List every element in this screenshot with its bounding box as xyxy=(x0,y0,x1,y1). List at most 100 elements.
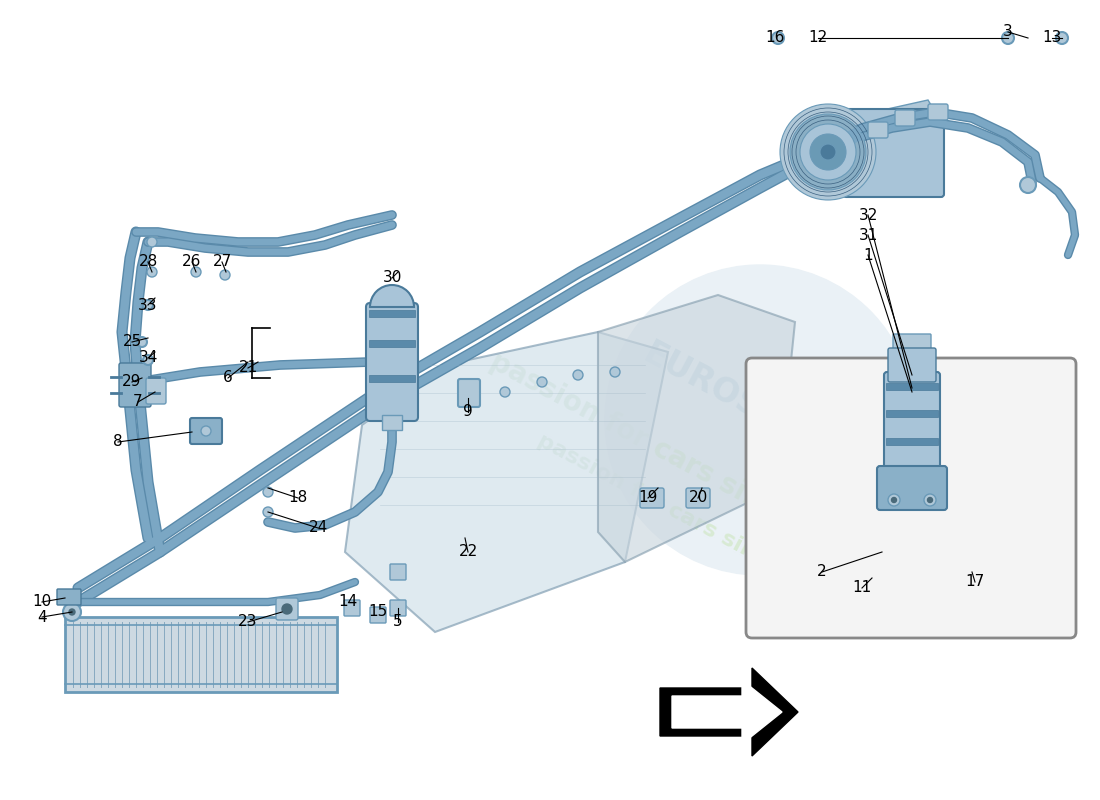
Wedge shape xyxy=(370,285,414,307)
FancyBboxPatch shape xyxy=(928,104,948,120)
Text: 31: 31 xyxy=(858,227,878,242)
Text: 20: 20 xyxy=(689,490,707,506)
Circle shape xyxy=(780,104,876,200)
Polygon shape xyxy=(660,668,798,756)
FancyBboxPatch shape xyxy=(276,598,298,620)
Text: 14: 14 xyxy=(339,594,358,610)
Bar xyxy=(382,415,402,430)
Bar xyxy=(368,375,415,382)
Circle shape xyxy=(537,377,547,387)
Circle shape xyxy=(927,498,933,502)
Text: 21: 21 xyxy=(239,361,257,375)
FancyBboxPatch shape xyxy=(895,110,915,126)
FancyBboxPatch shape xyxy=(884,372,940,473)
Circle shape xyxy=(868,571,882,585)
Circle shape xyxy=(772,32,784,44)
Text: 33: 33 xyxy=(139,298,157,313)
FancyBboxPatch shape xyxy=(458,379,480,407)
FancyBboxPatch shape xyxy=(390,600,406,616)
Circle shape xyxy=(888,494,900,506)
FancyBboxPatch shape xyxy=(893,334,931,358)
Text: 19: 19 xyxy=(638,490,658,506)
FancyBboxPatch shape xyxy=(370,607,386,623)
Text: 23: 23 xyxy=(239,614,257,630)
Text: 29: 29 xyxy=(122,374,142,390)
Text: 3: 3 xyxy=(1003,25,1013,39)
Text: 13: 13 xyxy=(1043,30,1062,46)
Circle shape xyxy=(143,300,153,310)
FancyBboxPatch shape xyxy=(877,466,947,510)
Circle shape xyxy=(924,494,936,506)
FancyBboxPatch shape xyxy=(390,564,406,580)
Text: passion for cars since 1985: passion for cars since 1985 xyxy=(534,430,846,610)
Text: 4: 4 xyxy=(37,610,47,625)
Text: 26: 26 xyxy=(183,254,201,270)
Circle shape xyxy=(966,566,978,578)
Text: 12: 12 xyxy=(808,30,827,46)
Circle shape xyxy=(605,265,915,575)
Text: 28: 28 xyxy=(139,254,157,270)
FancyBboxPatch shape xyxy=(868,122,888,138)
Bar xyxy=(368,340,415,347)
Bar xyxy=(886,438,938,445)
FancyBboxPatch shape xyxy=(686,488,710,508)
FancyBboxPatch shape xyxy=(344,600,360,616)
Text: 11: 11 xyxy=(852,581,871,595)
Polygon shape xyxy=(598,295,795,562)
Circle shape xyxy=(191,267,201,277)
Text: 2: 2 xyxy=(817,565,827,579)
Text: 24: 24 xyxy=(308,521,328,535)
Text: 7: 7 xyxy=(133,394,143,410)
Text: 18: 18 xyxy=(288,490,308,506)
FancyBboxPatch shape xyxy=(146,378,166,404)
Circle shape xyxy=(263,487,273,497)
Text: 8: 8 xyxy=(113,434,123,450)
Circle shape xyxy=(220,270,230,280)
FancyBboxPatch shape xyxy=(888,348,936,382)
FancyBboxPatch shape xyxy=(366,303,418,421)
FancyBboxPatch shape xyxy=(190,418,222,444)
Circle shape xyxy=(810,134,846,170)
Text: 10: 10 xyxy=(32,594,52,610)
Text: 32: 32 xyxy=(858,207,878,222)
Text: 16: 16 xyxy=(766,30,784,46)
Circle shape xyxy=(138,337,147,347)
Circle shape xyxy=(800,124,856,180)
Circle shape xyxy=(610,367,620,377)
Circle shape xyxy=(282,604,292,614)
Circle shape xyxy=(820,144,836,160)
Text: 22: 22 xyxy=(459,545,477,559)
Circle shape xyxy=(263,507,273,517)
Polygon shape xyxy=(345,332,668,632)
Circle shape xyxy=(1020,177,1036,193)
Text: 5: 5 xyxy=(393,614,403,630)
FancyBboxPatch shape xyxy=(746,358,1076,638)
Text: 9: 9 xyxy=(463,405,473,419)
Bar xyxy=(886,410,938,417)
Circle shape xyxy=(1056,32,1068,44)
Circle shape xyxy=(573,370,583,380)
Circle shape xyxy=(147,237,157,247)
Text: 30: 30 xyxy=(383,270,402,286)
Circle shape xyxy=(463,397,473,407)
Bar xyxy=(65,617,337,692)
FancyBboxPatch shape xyxy=(57,589,81,605)
Circle shape xyxy=(500,387,510,397)
Bar xyxy=(368,310,415,317)
Circle shape xyxy=(790,114,866,190)
FancyBboxPatch shape xyxy=(119,363,151,407)
Text: 1: 1 xyxy=(864,247,872,262)
Bar xyxy=(886,383,938,390)
Text: 15: 15 xyxy=(368,605,387,619)
Text: 25: 25 xyxy=(122,334,142,350)
Polygon shape xyxy=(672,680,782,744)
Circle shape xyxy=(201,426,211,436)
FancyBboxPatch shape xyxy=(640,488,664,508)
Text: 34: 34 xyxy=(139,350,157,366)
Text: EUROSPARES: EUROSPARES xyxy=(638,338,872,482)
Circle shape xyxy=(69,609,75,615)
Text: passion for cars since 1985: passion for cars since 1985 xyxy=(485,347,876,573)
Circle shape xyxy=(147,267,157,277)
Circle shape xyxy=(143,355,153,365)
Text: 6: 6 xyxy=(223,370,233,386)
